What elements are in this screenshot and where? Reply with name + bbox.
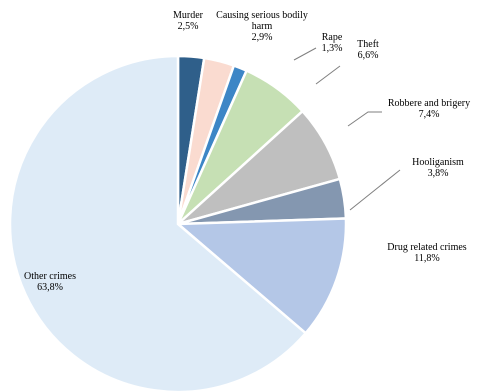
category-label-causing-serious-bodily-harm: harm [252,21,273,32]
leader-line-rape [293,47,317,61]
value-label-rape: 1,3% [322,43,343,54]
slices-layer [8,54,348,391]
category-label-rape: Rape [322,32,343,43]
leader-lines-layer [293,47,401,211]
value-label-drug-related-crimes: 11,8% [414,253,439,264]
category-label-theft: Theft [357,39,379,50]
value-label-other-crimes: 63,8% [37,282,63,293]
leader-line-hooliganism [349,169,401,211]
value-label-robbere-and-brigery: 7,4% [419,109,440,120]
value-label-theft: 6,6% [358,50,379,61]
value-label-hooliganism: 3,8% [428,168,449,179]
category-label-drug-related-crimes: Drug related crimes [387,242,467,253]
value-label-causing-serious-bodily-harm: 2,9% [252,32,273,43]
value-label-murder: 2,5% [178,21,199,32]
category-label-causing-serious-bodily-harm: Causing serious bodily [216,10,308,21]
pie-slice-drug-related-crimes [174,217,348,335]
pie-slice-other-crimes [8,54,308,391]
leader-line-theft [315,65,341,85]
category-label-other-crimes: Other crimes [24,271,76,282]
category-label-murder: Murder [173,10,204,21]
category-label-robbere-and-brigery: Robbere and brigery [388,98,470,109]
leader-line-robbere-and-brigery [347,111,382,127]
category-label-hooliganism: Hooliganism [412,157,464,168]
